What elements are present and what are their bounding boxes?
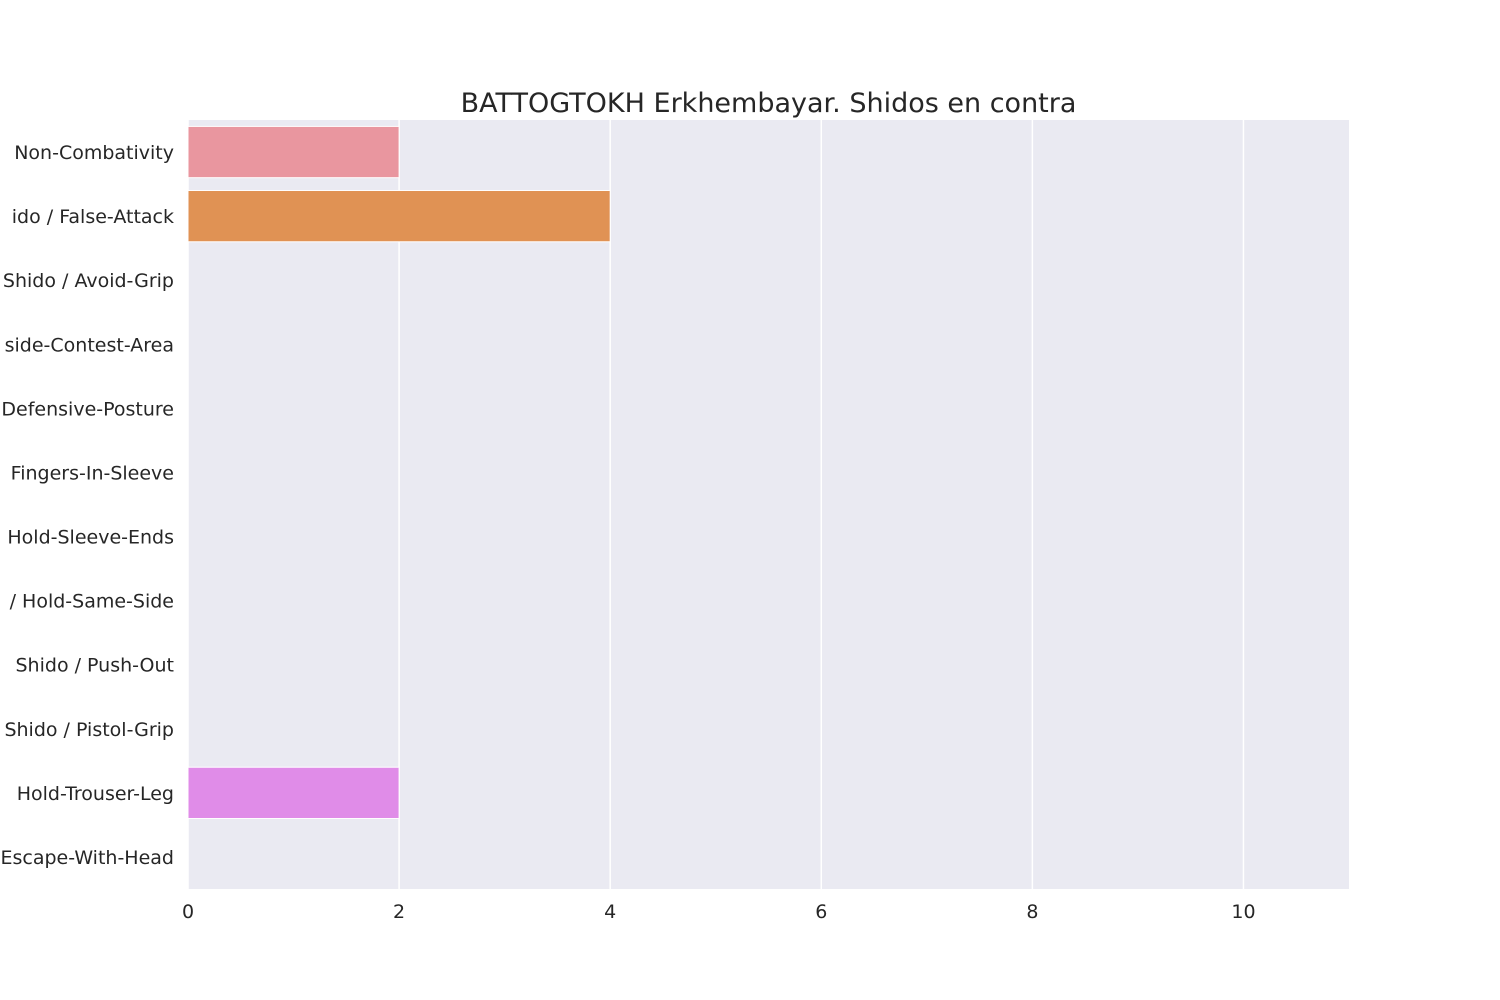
bars	[187, 125, 611, 820]
x-tick-labels: 0 2 4 6 8 10	[182, 901, 1256, 923]
x-tick-label: 0	[182, 901, 194, 923]
y-tick-label: side-Contest-Area	[5, 334, 174, 356]
y-tick-label: ido / False-Attack	[12, 206, 174, 228]
x-tick-label: 10	[1231, 901, 1255, 923]
y-tick-label: Escape-With-Head	[0, 847, 174, 869]
y-tick-label: Hold-Trouser-Leg	[17, 783, 174, 805]
bar	[187, 125, 400, 179]
bar	[187, 766, 400, 820]
y-tick-label: Defensive-Posture	[1, 398, 174, 420]
x-tick-label: 6	[815, 901, 827, 923]
y-tick-label: Non-Combativity	[14, 142, 174, 164]
gridlines	[187, 120, 1245, 889]
y-tick-label: Shido / Pistol-Grip	[4, 719, 174, 741]
y-tick-label: Shido / Push-Out	[16, 655, 175, 677]
chart-title: BATTOGTOKH Erkhembayar. Shidos en contra	[461, 88, 1077, 119]
bar	[187, 189, 611, 243]
y-tick-label: Hold-Sleeve-Ends	[7, 527, 174, 549]
plot-area	[188, 120, 1349, 889]
x-tick-label: 8	[1026, 901, 1038, 923]
x-tick-label: 4	[604, 901, 616, 923]
x-tick-label: 2	[393, 901, 405, 923]
y-tick-label: / Hold-Same-Side	[10, 591, 174, 613]
y-tick-labels: Non-Combativity ido / False-Attack Shido /…	[0, 142, 174, 869]
y-tick-label: Fingers-In-Sleeve	[11, 462, 174, 484]
y-tick-label: Shido / Avoid-Grip	[3, 270, 174, 292]
